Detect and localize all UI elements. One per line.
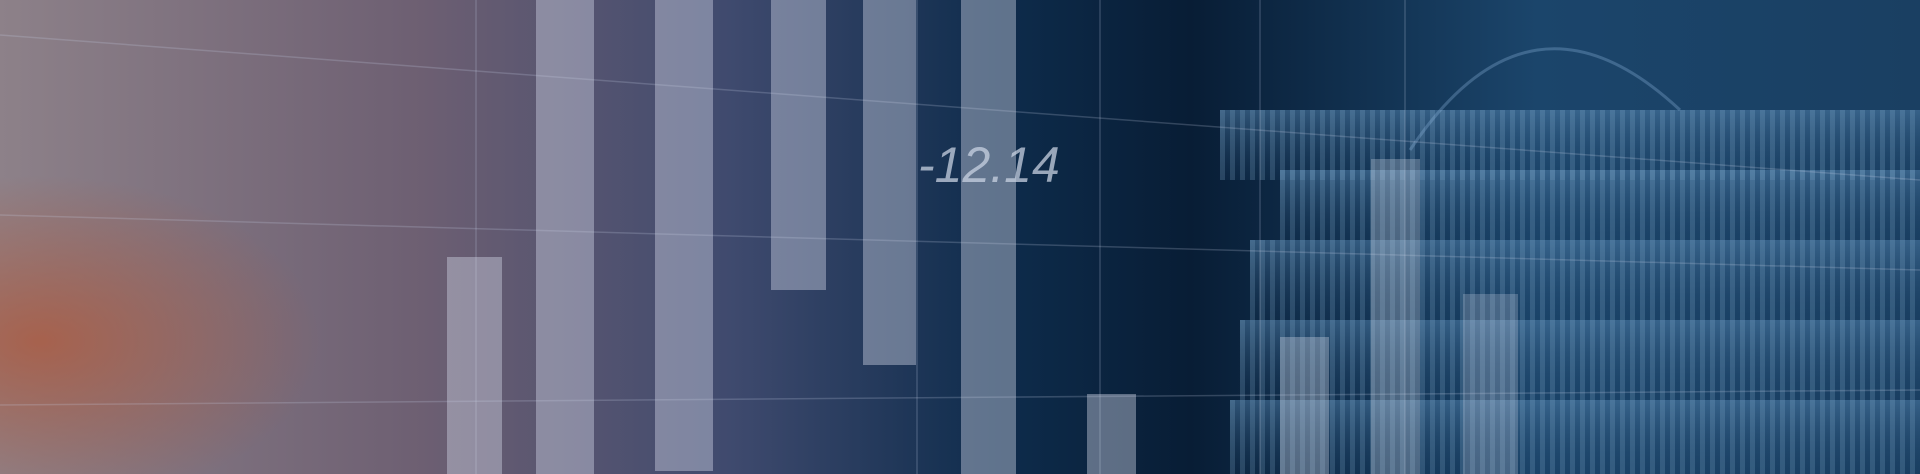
coin-stack: [1220, 47, 1920, 474]
overlay-number: -12.14: [918, 137, 1060, 193]
decorative-bars: [447, 0, 1518, 474]
warm-glow: [0, 0, 800, 474]
